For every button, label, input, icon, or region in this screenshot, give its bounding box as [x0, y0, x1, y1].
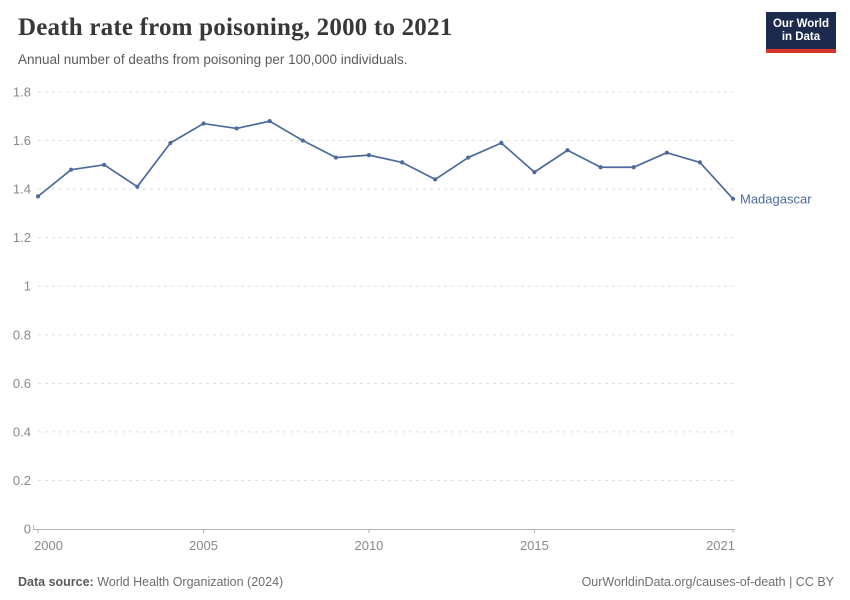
- data-point[interactable]: [102, 162, 107, 167]
- x-axis-tick-label: 2005: [189, 538, 218, 553]
- y-axis-tick-label: 0.8: [13, 327, 31, 342]
- y-axis-tick-label: 0.4: [13, 424, 31, 439]
- data-point[interactable]: [267, 119, 272, 124]
- data-point[interactable]: [664, 150, 669, 155]
- data-point[interactable]: [697, 160, 703, 165]
- data-point[interactable]: [598, 165, 603, 170]
- x-axis-tick-label: 2015: [520, 538, 549, 553]
- y-axis-tick-label: 0: [24, 522, 31, 537]
- data-point[interactable]: [234, 126, 239, 131]
- chart-footer: Data source: World Health Organization (…: [18, 575, 834, 589]
- y-axis-tick-label: 1.6: [13, 133, 31, 148]
- data-source-value: World Health Organization (2024): [93, 575, 284, 589]
- chart-subtitle: Annual number of deaths from poisoning p…: [18, 52, 408, 67]
- data-point[interactable]: [333, 155, 338, 160]
- data-point[interactable]: [631, 165, 636, 170]
- x-axis-tick-label: 2021: [706, 538, 735, 553]
- x-axis-tick-label: 2000: [34, 538, 63, 553]
- page-title: Death rate from poisoning, 2000 to 2021: [18, 14, 453, 41]
- data-point[interactable]: [201, 121, 206, 126]
- owid-logo[interactable]: Our World in Data: [765, 12, 836, 53]
- data-point[interactable]: [366, 153, 372, 158]
- data-point[interactable]: [135, 184, 140, 189]
- data-point[interactable]: [730, 196, 736, 201]
- data-point[interactable]: [35, 194, 41, 199]
- data-point[interactable]: [399, 160, 405, 165]
- x-axis-tick-label: 2010: [354, 538, 383, 553]
- data-source: Data source: World Health Organization (…: [18, 575, 283, 589]
- data-point[interactable]: [466, 155, 471, 160]
- series-end-label[interactable]: Madagascar: [740, 191, 812, 206]
- attribution-text[interactable]: OurWorldinData.org/causes-of-death | CC …: [581, 575, 834, 589]
- y-axis-tick-label: 0.6: [13, 376, 31, 391]
- data-point[interactable]: [433, 177, 438, 182]
- data-point[interactable]: [499, 140, 504, 146]
- data-point[interactable]: [168, 140, 173, 146]
- data-point[interactable]: [68, 167, 74, 172]
- y-axis-tick-label: 1.2: [13, 230, 31, 245]
- data-point[interactable]: [300, 138, 305, 143]
- data-source-label: Data source:: [18, 575, 94, 589]
- owid-logo-line2: in Data: [781, 31, 821, 43]
- trend-line: [37, 120, 734, 200]
- data-point[interactable]: [565, 148, 570, 153]
- y-axis-tick-label: 1.8: [13, 85, 31, 100]
- owid-logo-line1: Our World: [772, 18, 829, 30]
- y-axis-tick-label: 0.2: [13, 473, 31, 488]
- y-axis-tick-label: 1.4: [13, 182, 31, 197]
- y-axis-tick-label: 1: [24, 279, 31, 294]
- data-point[interactable]: [532, 170, 537, 175]
